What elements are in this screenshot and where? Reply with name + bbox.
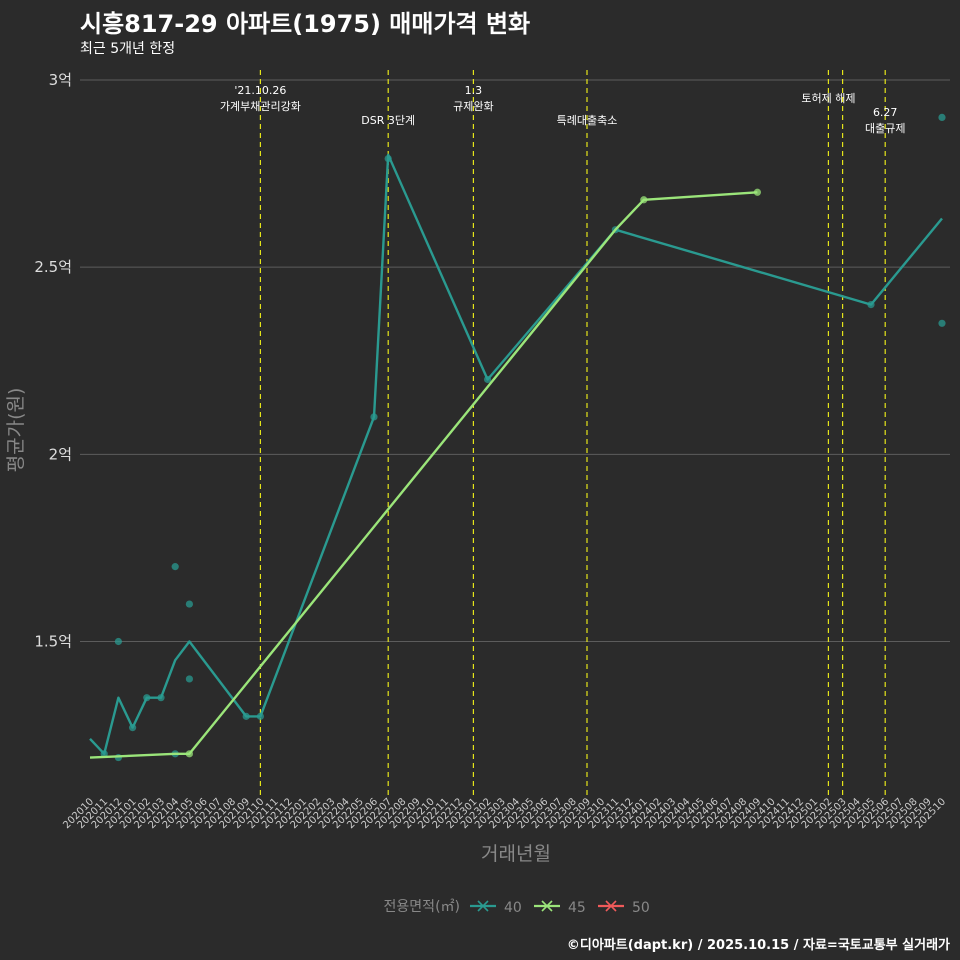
legend: 전용면적(㎡) 40 45 50: [384, 899, 650, 916]
y-gridlines: [80, 79, 950, 643]
legend-key-mark-40: [477, 900, 489, 912]
event-label: '21.10.26: [234, 84, 286, 97]
y-tick-label: 2억: [49, 445, 72, 463]
series-line-45: [89, 191, 758, 759]
legend-label-50: 50: [632, 900, 650, 916]
y-axis: 1.5억 2억 2.5억 3억: [34, 71, 72, 651]
data-point-40: [256, 712, 264, 720]
data-point-45: [753, 188, 762, 196]
x-axis: 2020102020112020122021012021022021032021…: [61, 796, 948, 831]
y-tick-label: 3억: [49, 71, 72, 89]
data-point-40: [114, 637, 122, 646]
legend-label-45: 45: [568, 900, 586, 916]
chart-subtitle: 최근 5개년 한정: [80, 41, 176, 57]
y-tick-label: 2.5억: [34, 258, 72, 276]
y-tick-label: 1.5억: [34, 633, 72, 651]
event-label: 1.3: [465, 84, 483, 97]
data-point-40: [484, 375, 492, 384]
legend-label-40: 40: [504, 900, 522, 916]
event-label: 토허제 해제: [801, 91, 855, 105]
legend-key-mark-50: [605, 900, 617, 912]
source-caption: ©디아파트(dapt.kr) / 2025.10.15 / 자료=국토교통부 실…: [566, 938, 950, 953]
series-layer: [89, 113, 946, 762]
data-point-40: [938, 319, 946, 327]
event-label: 가계부채관리강화: [220, 100, 301, 113]
series-line-40: [89, 153, 943, 755]
data-point-40: [384, 154, 392, 163]
chart-title: 시흥817-29 아파트(1975) 매매가격 변화: [80, 10, 531, 38]
event-label: 6.27: [873, 106, 898, 119]
data-point-40: [867, 300, 875, 309]
event-label: 특례대출축소: [557, 114, 618, 127]
event-label: 규제완화: [453, 100, 493, 113]
data-point-40: [129, 724, 137, 732]
legend-title: 전용면적(㎡): [384, 899, 460, 915]
data-point-40: [171, 563, 179, 571]
event-label: DSR 3단계: [361, 114, 415, 127]
y-axis-label: 평균가(원): [5, 388, 27, 473]
x-axis-label: 거래년월: [481, 843, 551, 865]
data-point-40: [143, 694, 151, 702]
data-point-40: [100, 750, 108, 758]
data-point-40: [370, 413, 378, 421]
data-point-40: [185, 675, 193, 683]
data-point-40: [938, 113, 946, 122]
data-point-40: [242, 712, 250, 720]
data-point-45: [640, 196, 648, 204]
data-point-40: [157, 694, 165, 702]
legend-key-mark-45: [541, 900, 553, 912]
data-point-45: [185, 750, 193, 758]
event-label: 대출규제: [865, 122, 905, 135]
data-point-40: [185, 600, 193, 608]
